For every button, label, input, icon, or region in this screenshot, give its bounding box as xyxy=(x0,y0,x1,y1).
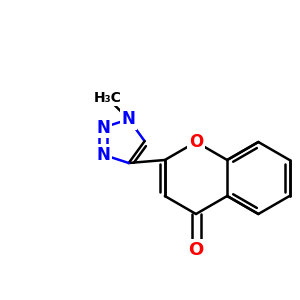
Text: O: O xyxy=(188,241,204,259)
Text: N: N xyxy=(96,146,110,164)
Text: O: O xyxy=(189,133,203,151)
Text: H₃C: H₃C xyxy=(94,91,122,105)
Text: N: N xyxy=(122,110,136,128)
Text: N: N xyxy=(96,118,110,136)
